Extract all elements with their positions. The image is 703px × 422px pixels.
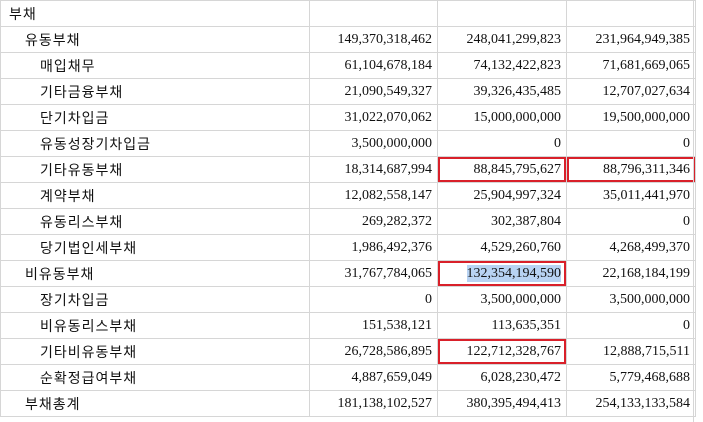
value-cell-col2[interactable]: 6,028,230,472 (437, 364, 567, 391)
table-row[interactable]: 비유동부채 31,767,784,065 132,354,194,590 22,168… (0, 260, 696, 287)
table-row[interactable]: 기타비유동부채 26,728,586,895 122,712,328,767 12,8… (0, 338, 696, 365)
table-body: 부채 유동부채 149,370,318,462 248,041,299,823 231,… (0, 0, 696, 417)
value-cell-col1[interactable]: 0 (309, 286, 438, 313)
value-cell-col1[interactable]: 181,138,102,527 (309, 390, 438, 417)
value-cell-col1[interactable]: 12,082,558,147 (309, 182, 438, 209)
row-label-cell[interactable]: 계약부채 (0, 182, 310, 209)
value-cell-col2[interactable]: 113,635,351 (437, 312, 567, 339)
row-label-cell[interactable]: 장기차입금 (0, 286, 310, 313)
selected-text: 132,354,194,590 (466, 264, 561, 282)
value-cell-col3[interactable] (566, 0, 696, 27)
value-cell-col2[interactable] (437, 0, 567, 27)
row-label-cell[interactable]: 유동부채 (0, 26, 310, 53)
row-label-cell[interactable]: 유동리스부채 (0, 208, 310, 235)
value-cell-col2[interactable]: 25,904,997,324 (437, 182, 567, 209)
value-cell-col3[interactable]: 3,500,000,000 (566, 286, 696, 313)
value-cell-col3[interactable]: 88,796,311,346 (566, 156, 696, 183)
value-cell-col3[interactable]: 231,964,949,385 (566, 26, 696, 53)
value-cell-col3[interactable]: 12,888,715,511 (566, 338, 696, 365)
value-cell-col1[interactable]: 269,282,372 (309, 208, 438, 235)
value-cell-col2[interactable]: 15,000,000,000 (437, 104, 567, 131)
value-cell-col3[interactable]: 4,268,499,370 (566, 234, 696, 261)
table-row[interactable]: 매입채무 61,104,678,184 74,132,422,823 71,681,6… (0, 52, 696, 79)
table-row[interactable]: 유동리스부채 269,282,372 302,387,804 0 (0, 208, 696, 235)
table-row[interactable]: 당기법인세부채 1,986,492,376 4,529,260,760 4,268,4… (0, 234, 696, 261)
row-label-cell[interactable]: 기타유동부채 (0, 156, 310, 183)
row-label-cell[interactable]: 매입채무 (0, 52, 310, 79)
row-label-cell[interactable]: 당기법인세부채 (0, 234, 310, 261)
table-row[interactable]: 순확정급여부채 4,887,659,049 6,028,230,472 5,779,4… (0, 364, 696, 391)
value-cell-col1[interactable]: 26,728,586,895 (309, 338, 438, 365)
value-cell-col2[interactable]: 380,395,494,413 (437, 390, 567, 417)
value-cell-col3[interactable]: 0 (566, 130, 696, 157)
value-cell-col1[interactable]: 3,500,000,000 (309, 130, 438, 157)
table-row[interactable]: 부채총계 181,138,102,527 380,395,494,413 254,13… (0, 390, 696, 417)
row-label-cell[interactable]: 부채 (0, 0, 310, 27)
value-cell-col1[interactable]: 4,887,659,049 (309, 364, 438, 391)
row-label-cell[interactable]: 부채총계 (0, 390, 310, 417)
value-cell-col3[interactable]: 19,500,000,000 (566, 104, 696, 131)
value-cell-col1[interactable]: 21,090,549,327 (309, 78, 438, 105)
value-cell-col3[interactable]: 0 (566, 312, 696, 339)
value-cell-col3[interactable]: 35,011,441,970 (566, 182, 696, 209)
value-cell-col1[interactable]: 61,104,678,184 (309, 52, 438, 79)
value-cell-col3[interactable]: 254,133,133,584 (566, 390, 696, 417)
value-cell-col3[interactable]: 22,168,184,199 (566, 260, 696, 287)
value-cell-col2[interactable]: 0 (437, 130, 567, 157)
value-cell-col1[interactable]: 1,986,492,376 (309, 234, 438, 261)
value-cell-col2[interactable]: 3,500,000,000 (437, 286, 567, 313)
row-label-cell[interactable]: 순확정급여부채 (0, 364, 310, 391)
value-cell-col3[interactable]: 12,707,027,634 (566, 78, 696, 105)
value-cell-col3[interactable]: 71,681,669,065 (566, 52, 696, 79)
value-cell-col2[interactable]: 4,529,260,760 (437, 234, 567, 261)
value-cell-col2[interactable]: 39,326,435,485 (437, 78, 567, 105)
value-cell-col2[interactable]: 122,712,328,767 (437, 338, 567, 365)
table-row[interactable]: 부채 (0, 0, 696, 27)
table-row[interactable]: 장기차입금 0 3,500,000,000 3,500,000,000 (0, 286, 696, 313)
table-row[interactable]: 기타유동부채 18,314,687,994 88,845,795,627 88,796… (0, 156, 696, 183)
financial-table: 부채 유동부채 149,370,318,462 248,041,299,823 231,… (0, 0, 696, 417)
table-row[interactable]: 유동성장기차입금 3,500,000,000 0 0 (0, 130, 696, 157)
table-row[interactable]: 계약부채 12,082,558,147 25,904,997,324 35,011,4… (0, 182, 696, 209)
value-cell-col3[interactable]: 5,779,468,688 (566, 364, 696, 391)
value-cell-col3[interactable]: 0 (566, 208, 696, 235)
table-row[interactable]: 비유동리스부채 151,538,121 113,635,351 0 (0, 312, 696, 339)
value-cell-col1[interactable] (309, 0, 438, 27)
row-label-cell[interactable]: 단기차입금 (0, 104, 310, 131)
value-cell-col2[interactable]: 74,132,422,823 (437, 52, 567, 79)
row-label-cell[interactable]: 비유동부채 (0, 260, 310, 287)
column-divider (693, 0, 694, 422)
value-cell-col2[interactable]: 248,041,299,823 (437, 26, 567, 53)
value-cell-col1[interactable]: 151,538,121 (309, 312, 438, 339)
table-row[interactable]: 기타금융부채 21,090,549,327 39,326,435,485 12,707… (0, 78, 696, 105)
value-cell-col2[interactable]: 88,845,795,627 (437, 156, 567, 183)
value-cell-col2[interactable]: 302,387,804 (437, 208, 567, 235)
value-cell-col1[interactable]: 18,314,687,994 (309, 156, 438, 183)
row-label-cell[interactable]: 기타비유동부채 (0, 338, 310, 365)
row-label-cell[interactable]: 기타금융부채 (0, 78, 310, 105)
row-label-cell[interactable]: 비유동리스부채 (0, 312, 310, 339)
row-label-cell[interactable]: 유동성장기차입금 (0, 130, 310, 157)
value-cell-col1[interactable]: 31,767,784,065 (309, 260, 438, 287)
table-row[interactable]: 유동부채 149,370,318,462 248,041,299,823 231,96… (0, 26, 696, 53)
table-row[interactable]: 단기차입금 31,022,070,062 15,000,000,000 19,500,… (0, 104, 696, 131)
value-cell-col1[interactable]: 149,370,318,462 (309, 26, 438, 53)
value-cell-col2[interactable]: 132,354,194,590 (437, 260, 567, 287)
value-cell-col1[interactable]: 31,022,070,062 (309, 104, 438, 131)
